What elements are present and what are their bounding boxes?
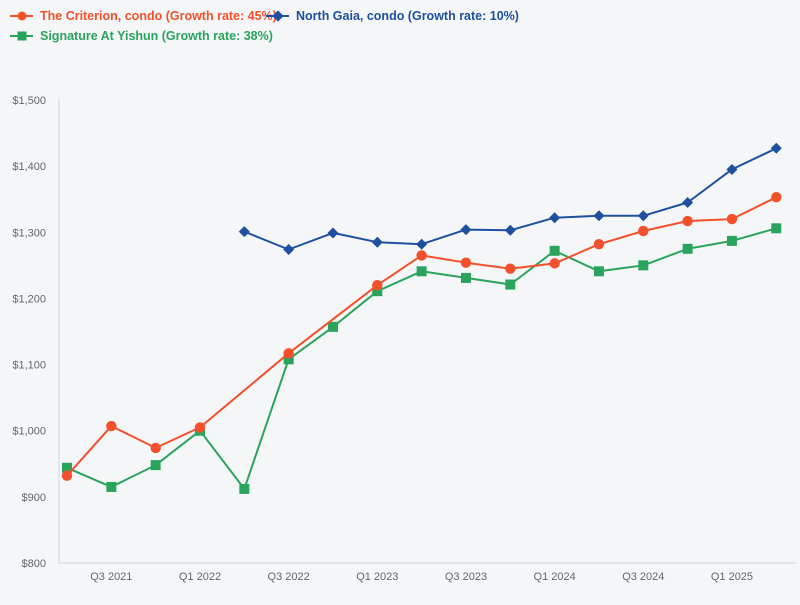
data-point-diamond[interactable] [371, 236, 383, 248]
data-point-circle[interactable] [638, 225, 649, 237]
data-point-square[interactable] [771, 223, 782, 234]
data-point-square[interactable] [283, 354, 294, 365]
data-point-circle[interactable] [682, 215, 693, 227]
series-signature-at-yishun [62, 223, 782, 494]
legend-item-the-criterion[interactable]: The Criterion, condo (Growth rate: 45%) [10, 8, 277, 24]
data-point-circle[interactable] [726, 213, 738, 225]
data-point-square[interactable] [682, 243, 693, 254]
data-point-circle[interactable] [150, 442, 161, 454]
data-point-circle[interactable] [61, 470, 73, 481]
legend-item-signature-at-yishun[interactable]: Signature At Yishun (Growth rate: 38%) [10, 28, 273, 44]
data-point-square[interactable] [62, 462, 72, 473]
x-axis-tick-label: Q3 2023 [445, 571, 487, 583]
data-point-diamond[interactable] [549, 212, 561, 224]
data-point-square[interactable] [239, 483, 250, 494]
series-the-criterion-condo [61, 192, 782, 481]
data-point-square[interactable] [106, 481, 117, 492]
y-axis-tick-label: $1,000 [12, 426, 46, 438]
y-axis-tick-label: $1,200 [12, 293, 46, 305]
data-point-square[interactable] [372, 286, 383, 297]
data-point-square[interactable] [638, 260, 649, 271]
data-point-circle[interactable] [416, 250, 427, 261]
data-point-circle[interactable] [593, 238, 605, 250]
data-point-diamond[interactable] [416, 238, 428, 250]
y-axis-tick-label: $1,500 [12, 95, 46, 107]
y-axis-tick-label: $900 [22, 492, 46, 504]
data-point-circle[interactable] [771, 192, 782, 203]
x-axis-tick-label: Q3 2021 [90, 571, 132, 583]
data-point-square[interactable] [150, 460, 161, 471]
data-point-diamond[interactable] [327, 227, 339, 239]
data-point-diamond[interactable] [283, 243, 295, 255]
data-point-square[interactable] [726, 235, 737, 246]
data-point-square[interactable] [549, 245, 560, 256]
data-point-circle[interactable] [460, 257, 472, 268]
data-point-square[interactable] [327, 321, 338, 332]
data-point-circle[interactable] [106, 420, 117, 432]
x-axis-tick-label: Q3 2022 [268, 571, 310, 583]
data-point-circle[interactable] [194, 422, 206, 433]
x-axis-tick-label: Q1 2022 [179, 571, 221, 583]
chart-legend: The Criterion, condo (Growth rate: 45%) … [0, 0, 800, 50]
y-axis-tick-label: $1,100 [12, 360, 46, 372]
data-point-circle[interactable] [372, 280, 383, 291]
x-axis-tick-label: Q1 2024 [534, 571, 576, 583]
data-point-circle[interactable] [505, 263, 516, 274]
data-point-diamond[interactable] [682, 197, 694, 209]
data-point-diamond[interactable] [726, 163, 738, 175]
legend-label-north-gaia: North Gaia, condo (Growth rate: 10%) [296, 9, 519, 23]
square-series-marker-icon [10, 30, 33, 42]
diamond-series-marker-icon [266, 10, 289, 22]
y-axis-tick-label: $1,400 [12, 161, 46, 173]
data-point-diamond[interactable] [593, 210, 605, 222]
series-north-gaia-condo [238, 142, 782, 255]
data-point-diamond[interactable] [637, 210, 649, 222]
x-axis-tick-label: Q3 2024 [622, 571, 664, 583]
data-point-square[interactable] [460, 272, 471, 283]
circle-series-marker-icon [10, 10, 33, 22]
data-point-circle[interactable] [283, 348, 294, 359]
legend-label-the-criterion: The Criterion, condo (Growth rate: 45%) [40, 9, 277, 23]
y-axis-tick-label: $1,300 [12, 227, 46, 239]
y-axis-tick-label: $800 [22, 558, 46, 570]
x-axis-tick-label: Q1 2025 [711, 571, 753, 583]
data-point-diamond[interactable] [238, 226, 250, 238]
data-point-diamond[interactable] [770, 142, 782, 154]
data-point-square[interactable] [505, 279, 516, 290]
data-point-diamond[interactable] [460, 224, 472, 236]
data-point-square[interactable] [593, 266, 604, 277]
data-point-diamond[interactable] [504, 224, 516, 236]
legend-item-north-gaia[interactable]: North Gaia, condo (Growth rate: 10%) [266, 8, 519, 24]
data-point-square[interactable] [416, 266, 427, 277]
x-axis-tick-label: Q1 2023 [356, 571, 398, 583]
legend-label-signature-at-yishun: Signature At Yishun (Growth rate: 38%) [40, 29, 273, 43]
data-point-circle[interactable] [549, 258, 560, 269]
